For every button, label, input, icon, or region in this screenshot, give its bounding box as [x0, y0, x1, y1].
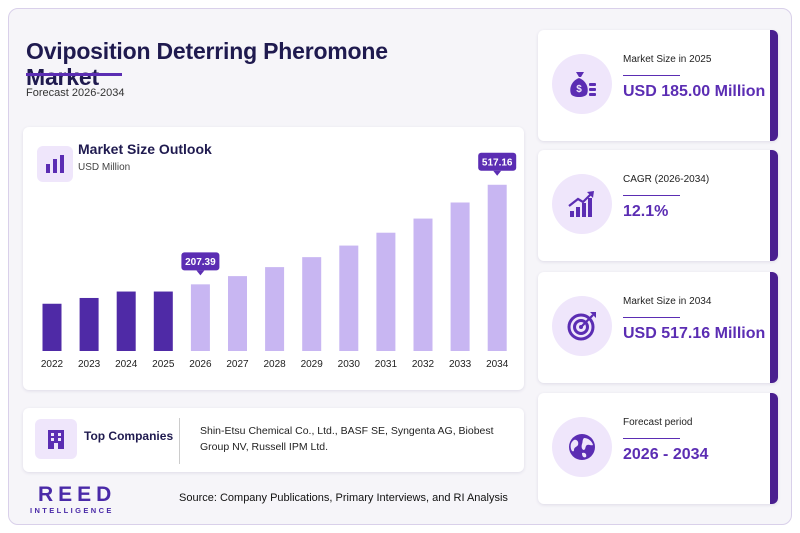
stat-accent-bar — [770, 393, 778, 504]
stat-card-forecast-period: Forecast period 2026 - 2034 — [538, 393, 778, 504]
bar-chart: 2022 2023 2024 2025 2026 2027 2028 2029 2030 2031… — [41, 152, 517, 370]
bar-2023 — [79, 297, 99, 351]
svg-text:$: $ — [576, 84, 582, 95]
companies-divider — [179, 418, 180, 464]
bar-2022 — [42, 303, 62, 351]
stat-value: 2026 - 2034 — [623, 446, 709, 463]
logo-subtitle: INTELLIGENCE — [30, 506, 114, 515]
stat-accent-bar — [770, 150, 778, 261]
bar-2026 — [190, 284, 210, 351]
stat-value: 12.1% — [623, 203, 669, 220]
top-companies-card — [23, 408, 524, 472]
x-tick-label: 2033 — [449, 359, 472, 370]
x-tick-label: 2028 — [263, 359, 286, 370]
chart-unit: USD Million — [78, 162, 131, 173]
x-tick-label: 2026 — [189, 359, 212, 370]
x-tick-label: 2029 — [301, 359, 324, 370]
bar-2031 — [376, 232, 396, 351]
bar-2024 — [116, 291, 136, 351]
stat-rule — [623, 438, 680, 439]
data-callout: 517.16 — [478, 152, 517, 176]
bar-2034 — [487, 184, 507, 351]
top-companies-list: Shin-Etsu Chemical Co., Ltd., BASF SE, S… — [200, 425, 494, 453]
page-subtitle: Forecast 2026-2034 — [26, 87, 125, 99]
bar-2032 — [413, 218, 433, 351]
x-tick-label: 2025 — [152, 359, 175, 370]
bar-2030 — [339, 245, 359, 351]
bar-chart-icon — [37, 146, 73, 182]
page-title: Oviposition Deterring Pheromone Market — [26, 38, 388, 90]
title-underline — [26, 73, 122, 76]
bar-2027 — [228, 276, 247, 351]
stat-label: CAGR (2026-2034) — [623, 174, 710, 185]
stat-value: USD 517.16 Million — [623, 325, 766, 342]
x-tick-label: 2024 — [115, 359, 138, 370]
stat-accent-bar — [770, 30, 778, 141]
stat-card-cagr: CAGR (2026-2034) 12.1% — [538, 150, 778, 261]
stat-label: Market Size in 2034 — [623, 296, 712, 307]
top-companies-label: Top Companies — [84, 429, 174, 443]
x-tick-label: 2023 — [78, 359, 101, 370]
bar-2033 — [450, 202, 470, 351]
x-tick-label: 2022 — [41, 359, 64, 370]
chart-title: Market Size Outlook — [78, 141, 212, 157]
stat-rule — [623, 75, 680, 76]
bar-2029 — [302, 257, 322, 351]
stat-accent-bar — [770, 272, 778, 383]
stat-card-market-size-2025: $ Market Size in 2025 USD 185.00 Million — [538, 30, 778, 141]
x-tick-label: 2032 — [412, 359, 435, 370]
data-label: 517.16 — [482, 157, 513, 168]
source-note: Source: Company Publications, Primary In… — [179, 492, 508, 504]
stat-value: USD 185.00 Million — [623, 83, 766, 100]
stat-rule — [623, 195, 680, 196]
money-bag-icon: $ — [552, 54, 612, 114]
x-tick-label: 2030 — [338, 359, 361, 370]
x-tick-label: 2031 — [375, 359, 398, 370]
bar-2028 — [265, 267, 285, 351]
data-label: 207.39 — [185, 257, 216, 268]
stat-label: Market Size in 2025 — [623, 54, 712, 65]
x-tick-label: 2027 — [226, 359, 249, 370]
logo-wordmark: REED — [38, 483, 117, 506]
growth-chart-icon — [552, 174, 612, 234]
x-tick-label: 2034 — [486, 359, 509, 370]
globe-icon — [552, 417, 612, 477]
stat-label: Forecast period — [623, 417, 693, 428]
data-callout: 207.39 — [181, 252, 220, 276]
target-icon — [552, 296, 612, 356]
bar-2025 — [153, 291, 173, 351]
stat-rule — [623, 317, 680, 318]
building-icon — [35, 419, 77, 459]
stat-card-market-size-2034: Market Size in 2034 USD 517.16 Million — [538, 272, 778, 383]
